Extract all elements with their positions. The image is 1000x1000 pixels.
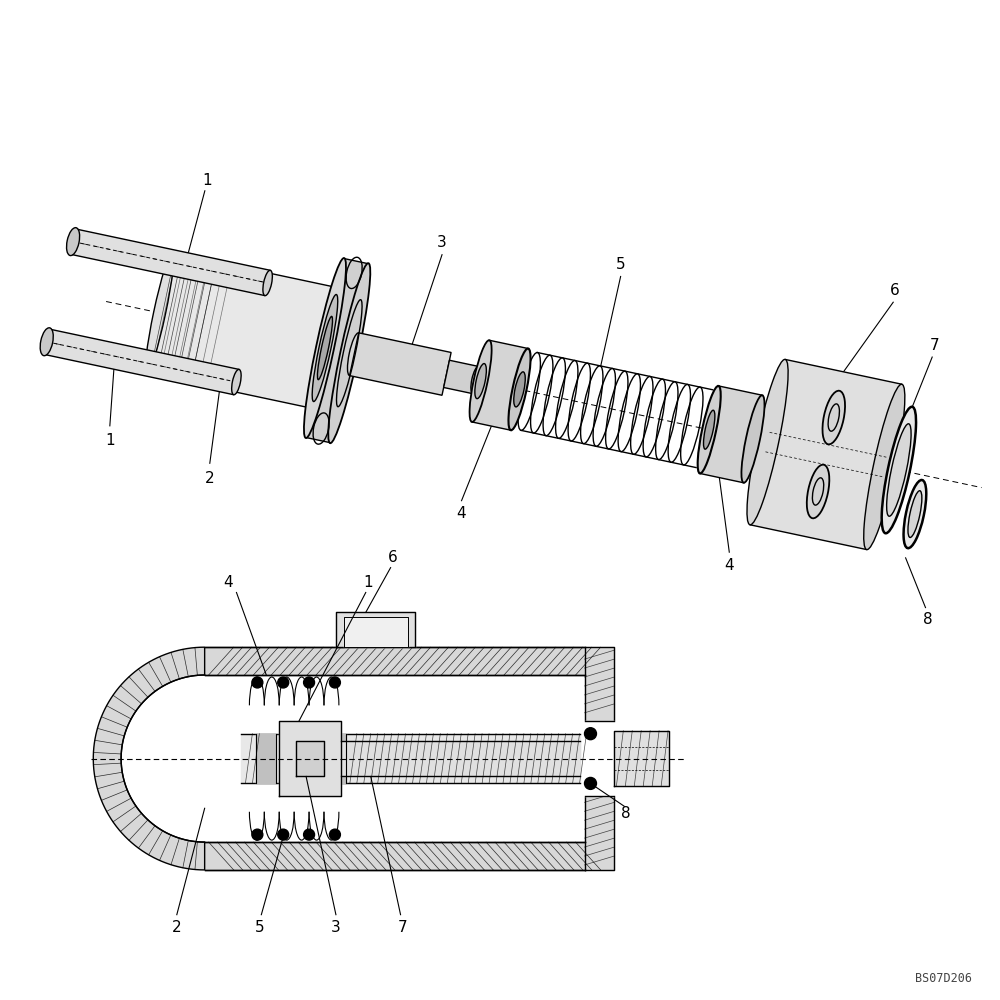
Circle shape [585, 728, 596, 740]
Circle shape [329, 829, 340, 840]
Text: 7: 7 [398, 920, 407, 935]
Text: 8: 8 [621, 806, 631, 821]
Polygon shape [583, 721, 616, 796]
Polygon shape [326, 734, 346, 783]
Text: 5: 5 [255, 920, 264, 935]
Text: 2: 2 [172, 920, 182, 935]
Polygon shape [472, 340, 528, 430]
Ellipse shape [704, 410, 715, 449]
Polygon shape [444, 360, 479, 394]
Ellipse shape [864, 384, 905, 550]
Polygon shape [44, 329, 239, 395]
Circle shape [329, 677, 340, 688]
Circle shape [252, 829, 263, 840]
Ellipse shape [304, 258, 346, 438]
Polygon shape [291, 734, 311, 783]
Polygon shape [350, 333, 451, 395]
Text: 1: 1 [363, 575, 373, 590]
Polygon shape [700, 386, 762, 483]
Text: 5: 5 [616, 257, 625, 272]
Polygon shape [306, 259, 368, 443]
Text: BS07D206: BS07D206 [915, 972, 972, 985]
Text: 1: 1 [202, 173, 212, 188]
Text: 3: 3 [331, 920, 341, 935]
Ellipse shape [470, 340, 492, 422]
Ellipse shape [471, 366, 481, 394]
Text: 1: 1 [105, 433, 115, 448]
Ellipse shape [312, 295, 338, 402]
Polygon shape [585, 647, 614, 870]
Text: 4: 4 [724, 558, 734, 573]
Text: 4: 4 [457, 506, 466, 521]
Text: 6: 6 [388, 550, 397, 565]
Ellipse shape [347, 333, 361, 376]
Polygon shape [205, 842, 585, 870]
Ellipse shape [741, 395, 764, 483]
Polygon shape [93, 647, 205, 870]
Polygon shape [147, 253, 338, 408]
Polygon shape [341, 741, 580, 776]
Ellipse shape [904, 480, 926, 548]
Text: 6: 6 [890, 283, 900, 298]
Ellipse shape [807, 465, 829, 518]
Polygon shape [750, 359, 902, 550]
Circle shape [304, 829, 315, 840]
Polygon shape [70, 229, 270, 296]
Polygon shape [344, 617, 408, 647]
Ellipse shape [475, 364, 486, 399]
Text: 2: 2 [205, 471, 215, 486]
Ellipse shape [698, 386, 721, 473]
Ellipse shape [908, 491, 922, 537]
Polygon shape [256, 734, 276, 783]
Ellipse shape [232, 369, 241, 395]
Circle shape [278, 829, 289, 840]
Ellipse shape [514, 372, 525, 407]
Polygon shape [296, 741, 324, 776]
Ellipse shape [508, 348, 531, 430]
Ellipse shape [747, 359, 788, 525]
Ellipse shape [317, 316, 333, 380]
Circle shape [585, 777, 596, 789]
Ellipse shape [145, 252, 174, 374]
Polygon shape [241, 734, 580, 783]
Polygon shape [336, 612, 415, 647]
Text: 8: 8 [923, 612, 932, 627]
Ellipse shape [328, 263, 370, 443]
Circle shape [252, 677, 263, 688]
Text: 4: 4 [224, 575, 233, 590]
Ellipse shape [823, 391, 845, 444]
Text: 3: 3 [437, 235, 447, 250]
Polygon shape [279, 721, 341, 796]
Circle shape [304, 677, 315, 688]
Ellipse shape [67, 228, 80, 256]
Circle shape [278, 677, 289, 688]
Polygon shape [205, 647, 585, 675]
Ellipse shape [887, 424, 911, 516]
Polygon shape [614, 731, 669, 786]
Text: 7: 7 [929, 338, 939, 353]
Ellipse shape [40, 328, 53, 356]
Ellipse shape [882, 407, 916, 533]
Ellipse shape [263, 270, 272, 296]
